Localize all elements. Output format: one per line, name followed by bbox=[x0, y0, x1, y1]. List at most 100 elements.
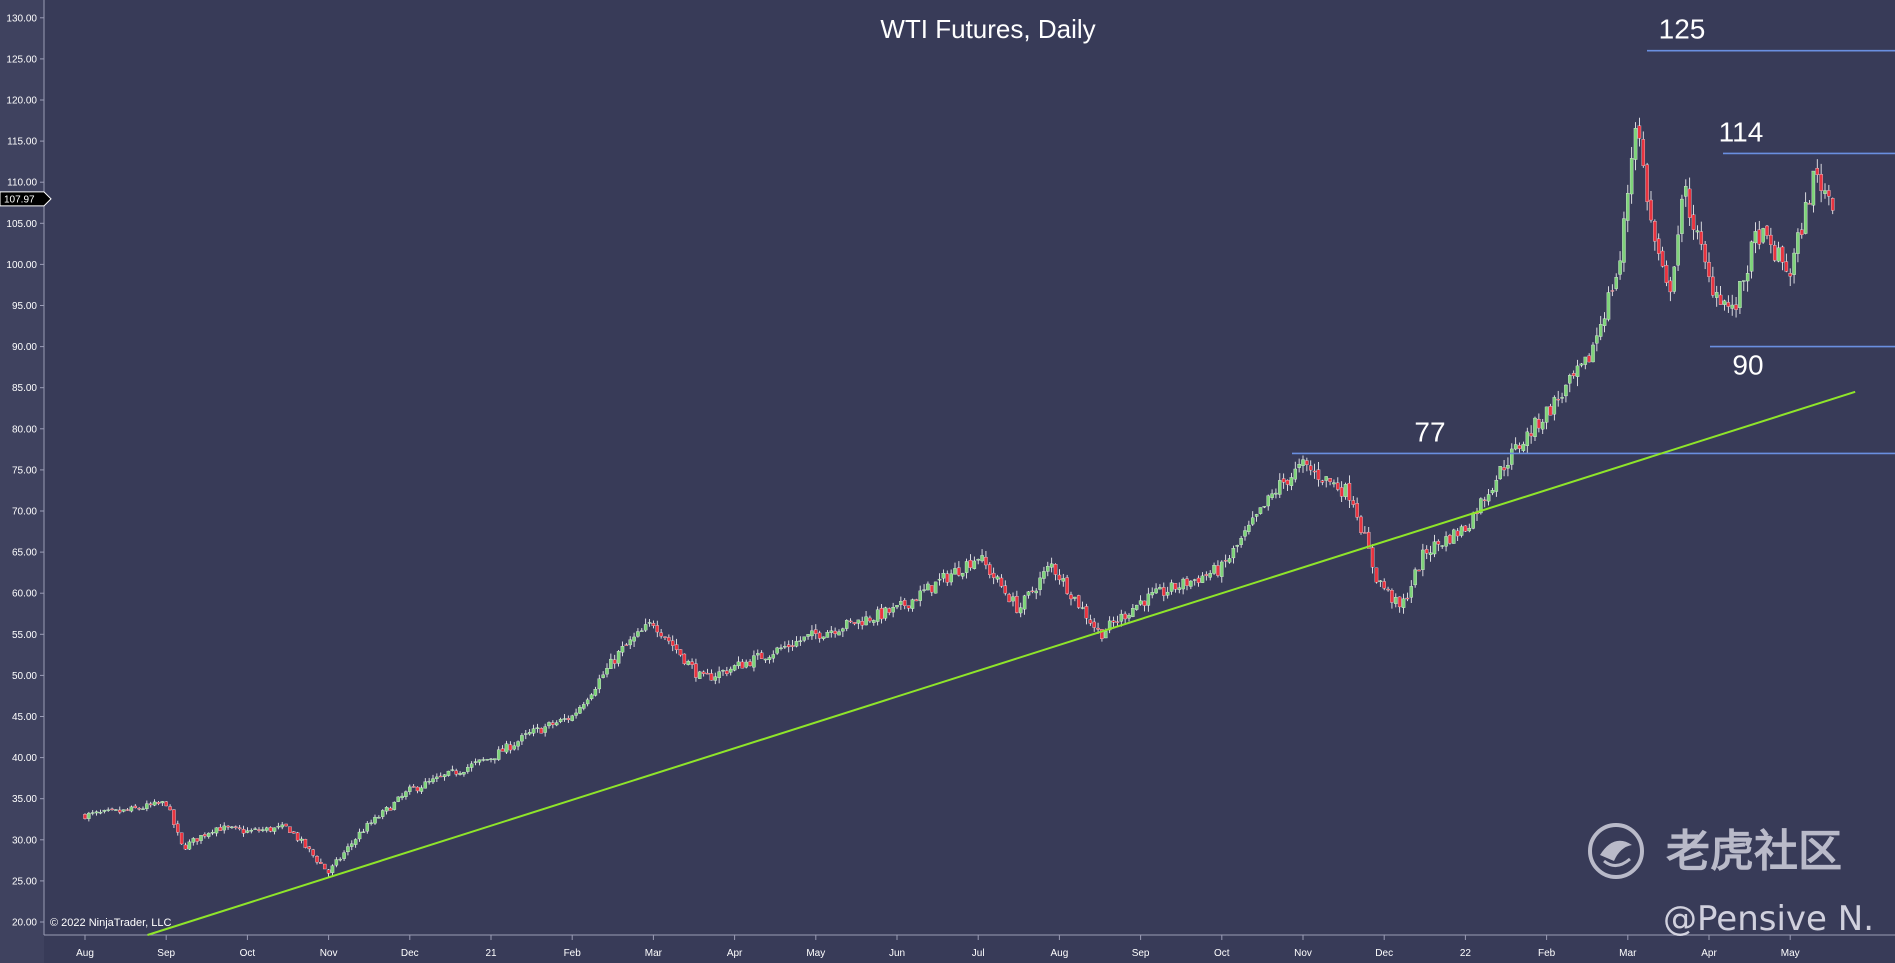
candle bbox=[852, 622, 857, 626]
candle bbox=[172, 809, 176, 828]
candle-body-down bbox=[148, 803, 153, 806]
candle bbox=[1564, 384, 1568, 403]
candle bbox=[1691, 204, 1696, 240]
x-tick-label: Oct bbox=[240, 948, 256, 959]
candle-body-up bbox=[1680, 198, 1684, 234]
candle bbox=[651, 620, 656, 629]
candle bbox=[272, 827, 277, 835]
candle bbox=[435, 773, 439, 782]
candle bbox=[771, 650, 776, 663]
candle bbox=[825, 630, 830, 638]
candle-body-down bbox=[195, 838, 199, 842]
candle-body-up bbox=[1684, 186, 1688, 197]
candle bbox=[253, 827, 257, 830]
candle bbox=[1513, 437, 1518, 451]
candle bbox=[1610, 284, 1615, 297]
candle-body-down bbox=[237, 827, 242, 830]
candle-body-down bbox=[292, 831, 296, 834]
candle-body-up bbox=[837, 631, 841, 636]
y-tick-label: 80.00 bbox=[12, 424, 37, 435]
candle-body-down bbox=[678, 649, 683, 656]
candle-body-up bbox=[1602, 318, 1607, 326]
candle bbox=[369, 819, 373, 826]
candle-body-up bbox=[1018, 607, 1023, 614]
candle-body-up bbox=[562, 718, 567, 720]
candle-body-up bbox=[1254, 514, 1259, 517]
candle-body-up bbox=[844, 620, 849, 629]
candle-body-up bbox=[825, 632, 830, 638]
candle bbox=[1366, 526, 1371, 549]
candle bbox=[1583, 356, 1588, 370]
candle bbox=[1181, 577, 1185, 595]
candle bbox=[1459, 524, 1464, 538]
candle-body-down bbox=[1424, 549, 1429, 554]
candle bbox=[1034, 588, 1038, 600]
candle-body-up bbox=[1022, 595, 1027, 610]
candle-body-up bbox=[1138, 600, 1143, 605]
candle bbox=[554, 720, 559, 727]
candle-body-down bbox=[740, 661, 745, 669]
candle-body-down bbox=[667, 637, 671, 642]
x-tick-label: 22 bbox=[1460, 948, 1472, 959]
candle-body-down bbox=[1173, 583, 1178, 590]
candle-body-down bbox=[1482, 499, 1487, 501]
candle-body-up bbox=[771, 654, 776, 659]
candle bbox=[500, 745, 505, 752]
y-tick-label: 65.00 bbox=[12, 548, 37, 559]
candle-body-up bbox=[601, 674, 605, 678]
candle-body-down bbox=[388, 807, 393, 811]
candle-body-up bbox=[1127, 614, 1131, 619]
candle-body-up bbox=[1803, 202, 1808, 234]
candle-body-up bbox=[1606, 292, 1611, 320]
candle-body-up bbox=[829, 630, 834, 633]
candle bbox=[373, 814, 377, 825]
candle bbox=[1053, 563, 1058, 581]
candle bbox=[1525, 427, 1530, 454]
candle bbox=[322, 863, 327, 870]
candle-body-down bbox=[1529, 433, 1533, 437]
candle-body-down bbox=[1734, 304, 1738, 310]
candle-body-up bbox=[1552, 397, 1557, 415]
candle bbox=[284, 823, 288, 827]
candle-body-up bbox=[384, 807, 389, 812]
candle bbox=[1641, 131, 1646, 168]
candle bbox=[98, 809, 103, 815]
candle-body-up bbox=[94, 811, 99, 814]
candle-body-down bbox=[539, 728, 544, 734]
candle bbox=[454, 768, 458, 777]
candle bbox=[643, 618, 648, 633]
candle-body-down bbox=[1142, 600, 1147, 606]
candle-body-up bbox=[636, 631, 640, 637]
candle-body-up bbox=[1749, 241, 1754, 272]
x-axis-ticks: Aug Sep Oct Nov Dec 21 Feb Mar Apr May Jun Jul Aug Se… bbox=[76, 935, 1800, 959]
candle-body-up bbox=[423, 781, 428, 789]
candle bbox=[1571, 370, 1576, 379]
candle bbox=[721, 669, 725, 676]
candle-body-up bbox=[736, 661, 741, 667]
candle bbox=[1684, 179, 1688, 207]
candle bbox=[342, 850, 346, 861]
candle-body-up bbox=[960, 572, 965, 577]
candle bbox=[1297, 458, 1301, 473]
candle bbox=[481, 757, 486, 762]
candle bbox=[1614, 273, 1618, 291]
candle-body-up bbox=[582, 704, 586, 709]
candle bbox=[1595, 327, 1599, 352]
y-tick-label: 100.00 bbox=[6, 260, 37, 271]
candle bbox=[346, 843, 350, 856]
candle bbox=[377, 815, 381, 819]
candle bbox=[988, 562, 992, 579]
candle bbox=[616, 649, 621, 667]
candle-body-down bbox=[1382, 581, 1386, 589]
candle-body-up bbox=[1440, 545, 1444, 547]
candle-body-down bbox=[288, 826, 292, 833]
candle-body-up bbox=[698, 671, 702, 679]
candle-body-down bbox=[705, 672, 710, 675]
candle-body-up bbox=[504, 743, 509, 753]
candle-body-down bbox=[651, 623, 656, 626]
candle bbox=[941, 569, 946, 583]
candle bbox=[667, 634, 671, 645]
candle-body-up bbox=[469, 763, 474, 768]
candle bbox=[786, 640, 791, 653]
y-tick-label: 95.00 bbox=[12, 301, 37, 312]
